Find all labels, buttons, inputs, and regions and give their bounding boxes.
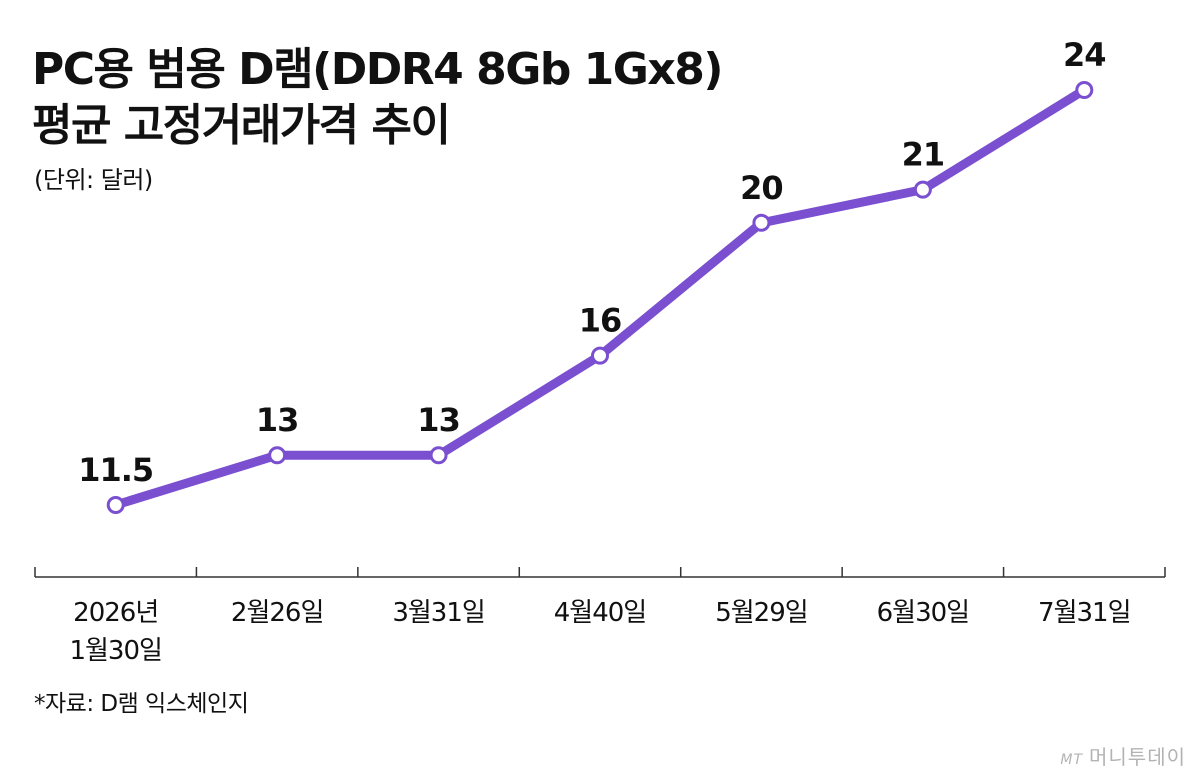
source-note: *자료: D램 익스체인지 (34, 691, 249, 717)
watermark-brand: MT (1060, 752, 1083, 768)
chart-title-line-1: PC용 범용 D램(DDR4 8Gb 1Gx8) (32, 44, 723, 95)
x-tick-label: 7월31일 (1038, 598, 1130, 628)
data-label: 13 (417, 401, 460, 439)
watermark-logo: MT 머니투데이 (1060, 741, 1186, 770)
data-point-marker (106, 496, 125, 514)
x-tick-label: 6월30일 (877, 598, 969, 628)
data-point-marker (752, 213, 771, 232)
x-tick-label: 4월40일 (554, 598, 646, 628)
chart-title: PC용 범용 D램(DDR4 8Gb 1Gx8) 평균 고정거래가격 추이 (32, 42, 723, 154)
data-label: 11.5 (78, 451, 153, 489)
data-label: 20 (740, 169, 783, 207)
data-label: 24 (1063, 36, 1106, 74)
data-point-marker (429, 446, 448, 465)
chart-title-line-2: 평균 고정거래가격 추이 (32, 100, 451, 151)
data-point-marker (591, 346, 609, 365)
data-point-marker (268, 446, 287, 465)
unit-label: (단위: 달러) (34, 166, 153, 194)
watermark-name: 머니투데이 (1089, 745, 1186, 769)
data-label: 13 (256, 401, 299, 439)
data-point-marker (1075, 81, 1094, 99)
x-tick-label: 2026년 (73, 598, 158, 628)
data-label: 16 (579, 302, 622, 340)
data-point-marker (913, 180, 932, 199)
x-tick-label: 2월26일 (231, 598, 323, 628)
data-label: 21 (902, 136, 945, 174)
x-tick-label: 5월29일 (715, 598, 807, 628)
x-tick-label: 3월31일 (392, 598, 484, 628)
x-tick-label: 1월30일 (69, 636, 161, 666)
